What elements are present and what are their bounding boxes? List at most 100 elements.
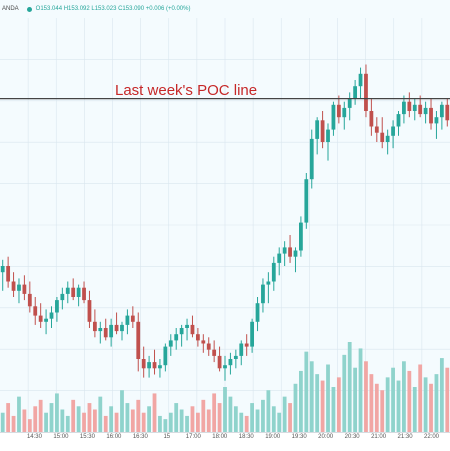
candlestick-chart[interactable] xyxy=(0,0,450,432)
candle-body xyxy=(217,355,222,369)
volume-bar xyxy=(98,396,103,432)
volume-bar xyxy=(434,374,439,432)
time-tick-label: 15 xyxy=(163,434,171,440)
volume-bar xyxy=(299,370,303,432)
volume-bar xyxy=(244,415,249,432)
candle-body xyxy=(244,343,249,347)
volume-bar xyxy=(195,412,200,432)
volume-bar xyxy=(347,342,352,432)
volume-bar xyxy=(250,403,255,432)
volume-bar xyxy=(114,412,119,432)
volume-bar xyxy=(38,399,43,432)
candle-body xyxy=(402,101,406,115)
volume-bar xyxy=(380,390,385,432)
volume-bar xyxy=(92,409,97,432)
volume-bar xyxy=(109,406,114,432)
volume-bar xyxy=(412,387,417,432)
volume-bar xyxy=(55,393,59,432)
candle-body xyxy=(179,328,184,335)
candle-body xyxy=(233,355,238,359)
volume-bar xyxy=(17,396,21,432)
volume-bar xyxy=(125,403,130,432)
legend-header: ANDA O153.044 H153.092 L153.023 C153.090… xyxy=(0,0,450,18)
candle-body xyxy=(342,107,347,118)
candle-body xyxy=(239,343,244,356)
time-tick-label: 15:30 xyxy=(79,434,95,440)
volume-bar xyxy=(82,412,86,432)
candle-body xyxy=(201,340,206,344)
time-tick-label: 16:00 xyxy=(106,434,122,440)
volume-bar xyxy=(391,367,395,432)
time-tick-label: 20:00 xyxy=(318,434,334,440)
candle-body xyxy=(38,315,43,322)
candle-body xyxy=(152,362,157,369)
candle-body xyxy=(347,98,352,108)
volume-bar xyxy=(141,412,146,432)
volume-bar xyxy=(374,383,379,432)
candle-body xyxy=(163,346,168,366)
candle-body xyxy=(288,247,292,257)
time-tick-label: 20:30 xyxy=(344,434,360,440)
volume-bar xyxy=(445,367,450,432)
volume-bar xyxy=(33,406,38,432)
time-tick-label: 18:00 xyxy=(212,434,228,440)
candle-body xyxy=(299,222,303,251)
candle-body xyxy=(439,104,444,118)
volume-bar xyxy=(60,409,65,432)
candle-body xyxy=(320,120,325,142)
candle-body xyxy=(158,365,162,369)
time-tick-label: 18:30 xyxy=(238,434,254,440)
candle-body xyxy=(336,104,341,118)
volume-bar xyxy=(239,412,244,432)
volume-bar xyxy=(65,415,70,432)
volume-bar xyxy=(407,370,412,432)
candle-body xyxy=(92,321,97,332)
volume-bar xyxy=(315,374,320,432)
volume-bar xyxy=(217,403,222,432)
candle-body xyxy=(396,114,401,127)
candle-body xyxy=(418,104,423,115)
volume-bar xyxy=(152,393,157,432)
volume-bar xyxy=(0,412,5,432)
time-tick-label: 19:00 xyxy=(265,434,281,440)
candle-body xyxy=(364,73,368,111)
volume-bar xyxy=(71,399,76,432)
volume-bar xyxy=(402,361,406,432)
time-tick-label: 22:00 xyxy=(424,434,440,440)
volume-bar xyxy=(130,409,135,432)
time-tick-label: 19:30 xyxy=(291,434,307,440)
volume-bar xyxy=(87,403,92,432)
candle-body xyxy=(125,315,130,325)
candle-body xyxy=(136,321,141,359)
volume-bar xyxy=(439,358,444,432)
candle-body xyxy=(190,324,195,335)
time-tick-label: 21:00 xyxy=(371,434,387,440)
time-axis[interactable] xyxy=(0,432,450,451)
candle-body xyxy=(250,321,255,347)
volume-bar xyxy=(136,399,141,432)
volume-bar xyxy=(76,406,81,432)
volume-bar xyxy=(266,390,271,432)
candle-body xyxy=(6,266,11,282)
candle-body xyxy=(168,340,173,347)
symbol-label: ANDA xyxy=(2,6,19,12)
volume-bar xyxy=(293,383,298,432)
candle-body xyxy=(309,138,314,180)
volume-bar xyxy=(158,415,162,432)
volume-bar xyxy=(44,412,48,432)
time-tick-label: 15:00 xyxy=(53,434,69,440)
volume-bar xyxy=(255,409,260,432)
volume-bar xyxy=(277,412,282,432)
volume-bar xyxy=(179,409,184,432)
volume-bar xyxy=(429,383,433,432)
volume-bar xyxy=(423,377,428,432)
candle-body xyxy=(369,111,374,127)
volume-bar xyxy=(320,380,325,432)
candle-body xyxy=(315,120,320,139)
volume-bar xyxy=(418,364,423,432)
candle-body xyxy=(120,324,124,332)
time-tick-label: 16:30 xyxy=(132,434,148,440)
volume-bar xyxy=(22,409,27,432)
market-status-icon xyxy=(26,6,32,12)
ohlc-readout: O153.044 H153.092 L153.023 C153.090 +0.0… xyxy=(35,6,191,12)
